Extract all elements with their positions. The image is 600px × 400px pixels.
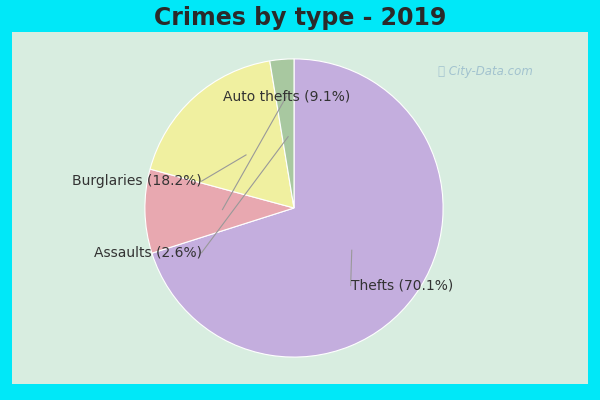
Wedge shape — [145, 169, 294, 253]
Text: Thefts (70.1%): Thefts (70.1%) — [350, 278, 453, 292]
Text: Auto thefts (9.1%): Auto thefts (9.1%) — [223, 89, 350, 103]
Text: Assaults (2.6%): Assaults (2.6%) — [94, 246, 202, 260]
Wedge shape — [150, 61, 294, 208]
Text: Crimes by type - 2019: Crimes by type - 2019 — [154, 6, 446, 30]
Wedge shape — [270, 59, 294, 208]
Text: ⓘ City-Data.com: ⓘ City-Data.com — [438, 66, 533, 78]
Text: Burglaries (18.2%): Burglaries (18.2%) — [72, 174, 202, 188]
Wedge shape — [152, 59, 443, 357]
